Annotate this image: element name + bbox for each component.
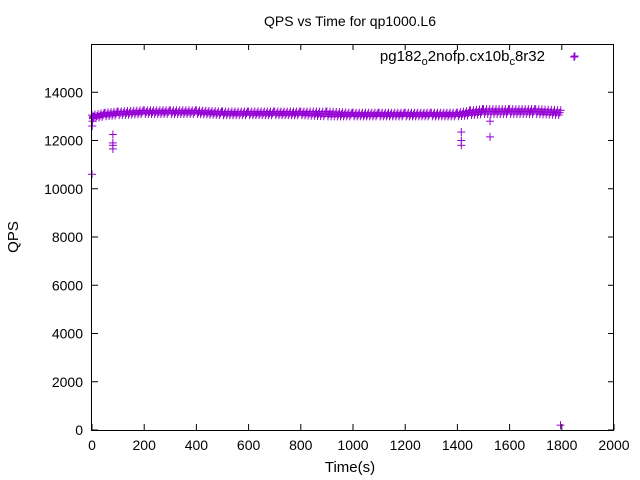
x-tick-label: 2000 (598, 437, 629, 453)
x-tick-label: 1400 (442, 437, 473, 453)
data-point (556, 421, 565, 430)
legend-marker-icon (570, 53, 578, 61)
data-point (570, 52, 579, 61)
x-tick-label: 200 (133, 437, 157, 453)
legend: pg182o2nofp.cx10bc8r32 (380, 48, 578, 68)
data-point (486, 117, 495, 126)
x-tick-label: 400 (185, 437, 209, 453)
data-point (98, 112, 107, 121)
legend-subscript: o (422, 56, 428, 68)
x-axis-label: Time(s) (325, 459, 375, 476)
x-tick-label: 800 (289, 437, 313, 453)
y-tick-label: 4000 (52, 326, 83, 342)
legend-label: pg182o2nofp.cx10bc8r32 (380, 48, 545, 68)
x-tick-label: 1200 (390, 437, 421, 453)
data-point (108, 138, 117, 147)
data-point (457, 136, 466, 145)
data-point (89, 112, 98, 121)
axis-ticks: 0 200 400 600 800 1000 1200 1400 1600 1800 2000 0 20… (44, 44, 630, 453)
y-axis-label: QPS (5, 221, 22, 253)
x-tick-label: 1600 (494, 437, 525, 453)
legend-text-part: 8r32 (515, 48, 545, 65)
plot-area (88, 52, 579, 430)
legend-text-part: 2nofp.cx10b (428, 48, 510, 65)
y-tick-label: 2000 (52, 374, 83, 390)
y-tick-label: 10000 (44, 181, 83, 197)
x-tick-label: 0 (88, 437, 96, 453)
data-point (556, 106, 565, 115)
legend-subscript: c (509, 56, 515, 68)
chart-title: QPS vs Time for qp1000.L6 (264, 13, 436, 29)
data-point (88, 113, 97, 122)
legend-text-part: pg182 (380, 48, 422, 65)
x-tick-label: 600 (237, 437, 261, 453)
legend-marker (570, 53, 578, 61)
x-tick-label: 1000 (337, 437, 368, 453)
data-point (108, 130, 117, 139)
data-point (457, 128, 466, 137)
data-point (486, 132, 495, 141)
x-tick-label: 1800 (546, 437, 577, 453)
y-tick-label: 8000 (52, 229, 83, 245)
y-tick-label: 14000 (44, 84, 83, 100)
y-tick-label: 12000 (44, 133, 83, 149)
y-tick-label: 0 (75, 422, 83, 438)
y-tick-label: 6000 (52, 277, 83, 293)
